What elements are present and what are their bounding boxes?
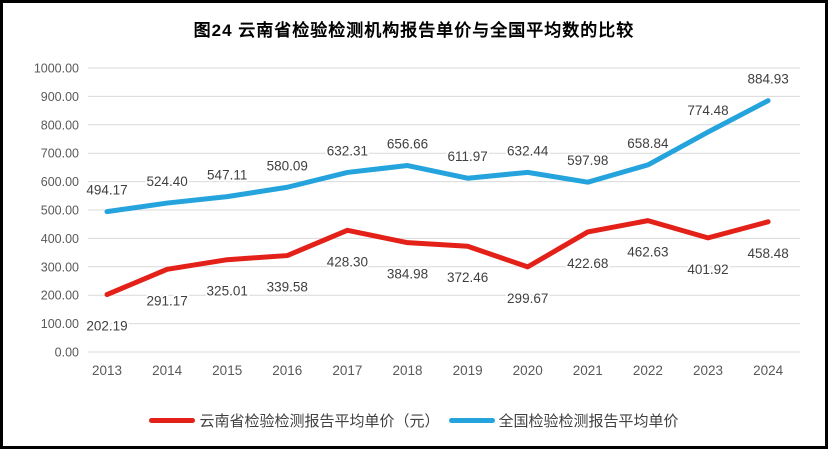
y-tick-label: 700.00 (41, 147, 79, 161)
y-tick-label: 300.00 (41, 260, 79, 274)
x-tick-label: 2017 (332, 363, 362, 378)
x-tick-label: 2019 (453, 363, 483, 378)
data-label: 524.40 (146, 174, 187, 189)
data-label: 774.48 (687, 103, 728, 118)
x-tick-label: 2023 (693, 363, 723, 378)
line-chart-canvas: 0.00 100.00 200.00 300.00 400.00 500.00 600.00… (34, 62, 800, 378)
y-tick-label: 0.00 (55, 346, 79, 360)
data-label: 884.93 (747, 72, 788, 87)
x-tick-label: 2014 (152, 363, 183, 378)
legend-line-swatch (149, 418, 196, 423)
data-label: 458.48 (747, 246, 788, 261)
data-label: 494.17 (86, 183, 127, 198)
data-label: 428.30 (327, 254, 368, 269)
data-label: 422.68 (567, 256, 608, 271)
data-label: 401.92 (687, 262, 728, 277)
x-tick-label: 2016 (272, 363, 302, 378)
data-label: 656.66 (387, 137, 428, 152)
data-label: 202.19 (86, 319, 127, 334)
x-tick-label: 2015 (212, 363, 242, 378)
y-tick-label: 800.00 (41, 118, 79, 132)
data-label: 632.31 (327, 143, 368, 158)
legend-line-swatch (448, 418, 495, 423)
data-label: 299.67 (507, 291, 548, 306)
chart-legend: 云南省检验检测报告平均单价（元） 全国检验检测报告平均单价 (3, 410, 825, 431)
data-label: 384.98 (387, 267, 428, 282)
data-label: 597.98 (567, 153, 608, 168)
x-tick-label: 2021 (573, 363, 603, 378)
x-tick-label: 2022 (633, 363, 663, 378)
series-line (104, 98, 771, 215)
chart-title: 图24 云南省检验检测机构报告单价与全国平均数的比较 (193, 21, 635, 40)
y-tick-label: 500.00 (41, 204, 79, 218)
data-label: 611.97 (447, 149, 487, 164)
y-tick-label: 900.00 (41, 90, 79, 104)
x-tick-label: 2024 (753, 363, 784, 378)
legend-label: 全国检验检测报告平均单价 (498, 413, 679, 430)
legend-label: 云南省检验检测报告平均单价（元） (199, 413, 440, 430)
data-label: 372.46 (447, 270, 488, 285)
y-tick-label: 200.00 (41, 289, 79, 303)
x-tick-label: 2020 (513, 363, 543, 378)
data-label: 632.44 (507, 143, 549, 158)
x-tick-label: 2018 (392, 363, 422, 378)
data-label: 339.58 (267, 280, 308, 295)
x-tick-label: 2013 (92, 363, 122, 378)
data-label: 658.84 (627, 136, 669, 151)
data-label: 580.09 (267, 158, 308, 173)
legend-item: 云南省检验检测报告平均单价（元） (149, 410, 440, 431)
data-label: 291.17 (146, 293, 187, 308)
data-label: 462.63 (627, 245, 668, 260)
y-tick-label: 100.00 (41, 317, 79, 331)
data-label: 325.01 (207, 284, 248, 299)
legend-item: 全国检验检测报告平均单价 (448, 410, 679, 431)
data-label: 547.11 (207, 168, 247, 183)
y-tick-label: 600.00 (41, 175, 79, 189)
y-tick-label: 400.00 (41, 232, 79, 246)
series-line (104, 218, 771, 298)
y-tick-label: 1000.00 (34, 62, 79, 76)
